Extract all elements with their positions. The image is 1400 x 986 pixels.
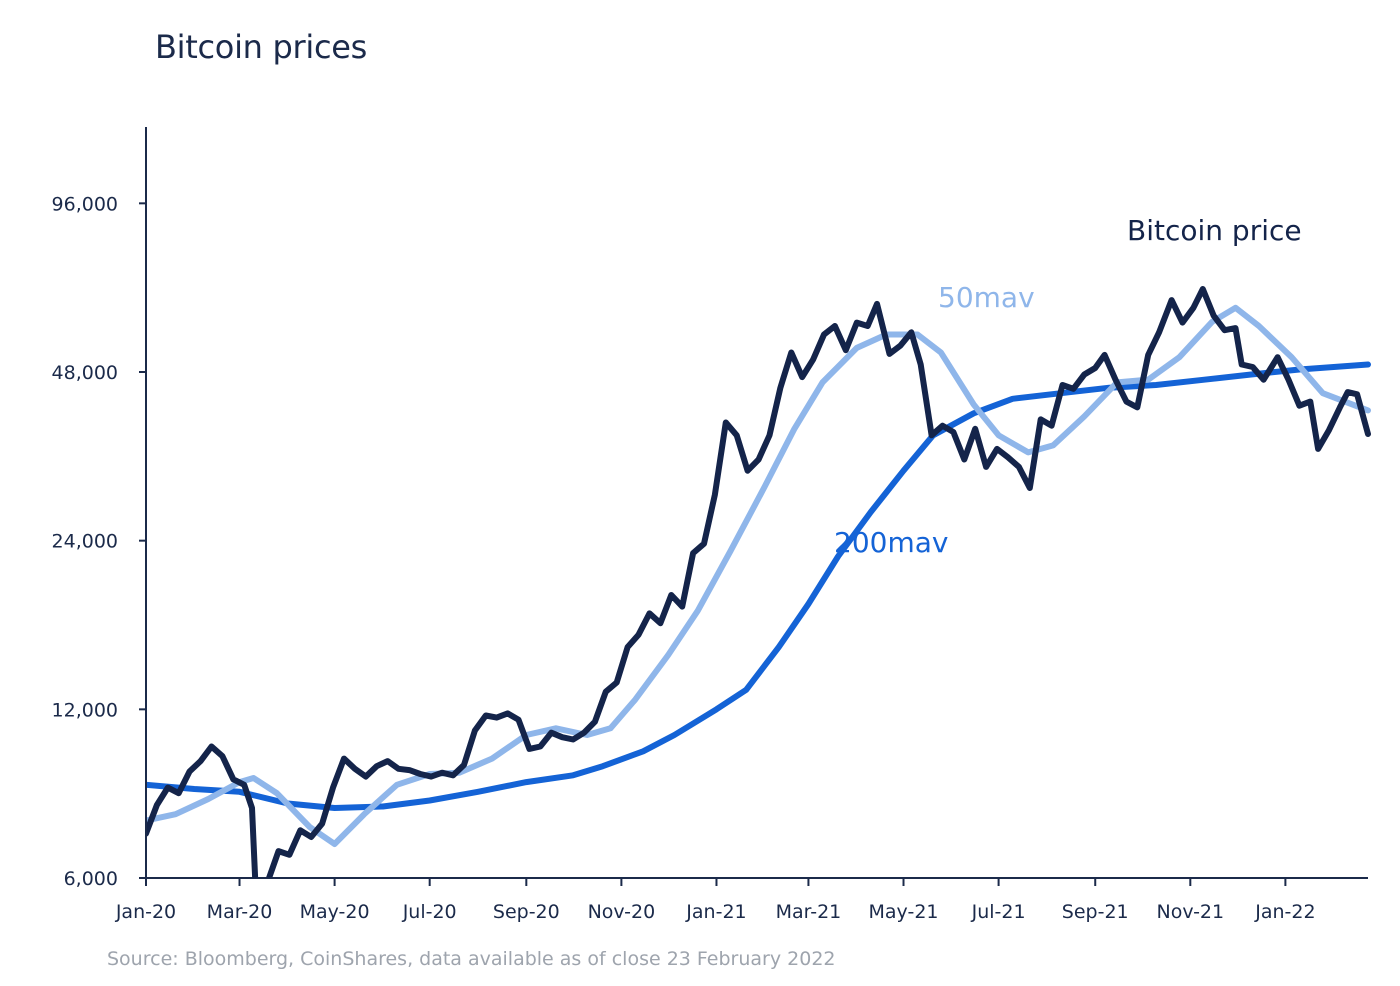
x-tick-label: May-20 — [300, 901, 370, 923]
x-tick-label: Jan-20 — [115, 901, 176, 923]
x-tick-label: Jul-21 — [971, 901, 1026, 923]
series-line-50mav — [147, 304, 1371, 847]
x-tick-label: Nov-20 — [588, 901, 656, 923]
y-tick-label: 6,000 — [64, 868, 118, 890]
y-tick-label: 96,000 — [52, 193, 118, 215]
source-note: Source: Bloomberg, CoinShares, data avai… — [107, 948, 836, 970]
y-tick-label: 12,000 — [52, 699, 118, 721]
y-tick-label: 48,000 — [52, 362, 118, 384]
bitcoin-price-chart: 6,000 12,000 24,000 48,000 96,000 Jan-20 Mar-… — [52, 127, 1371, 923]
x-tick-label: May-21 — [869, 901, 939, 923]
annotation-50mav: 50mav — [938, 281, 1035, 314]
x-axis-ticks: Jan-20 Mar-20 May-20 Jul-20 Sep-20 Nov-20 Jan-… — [115, 878, 1316, 923]
annotation-bitcoin-price: Bitcoin price — [1127, 214, 1302, 247]
x-tick-label: Nov-21 — [1157, 901, 1225, 923]
x-tick-label: Sep-20 — [493, 901, 560, 923]
x-tick-label: Jan-21 — [685, 901, 746, 923]
series-line-200mav — [147, 361, 1371, 811]
y-tick-label: 24,000 — [52, 531, 118, 553]
x-tick-label: Mar-21 — [776, 901, 842, 923]
x-tick-label: Mar-20 — [207, 901, 273, 923]
annotation-200mav: 200mav — [834, 526, 948, 559]
y-axis-ticks: 6,000 12,000 24,000 48,000 96,000 — [52, 193, 146, 890]
x-tick-label: Jul-20 — [402, 901, 457, 923]
series-line-bitcoin-price — [147, 286, 1371, 878]
x-tick-label: Jan-22 — [1254, 901, 1315, 923]
series-lines — [147, 286, 1371, 878]
chart-title: Bitcoin prices — [155, 28, 368, 66]
x-tick-label: Sep-21 — [1062, 901, 1129, 923]
